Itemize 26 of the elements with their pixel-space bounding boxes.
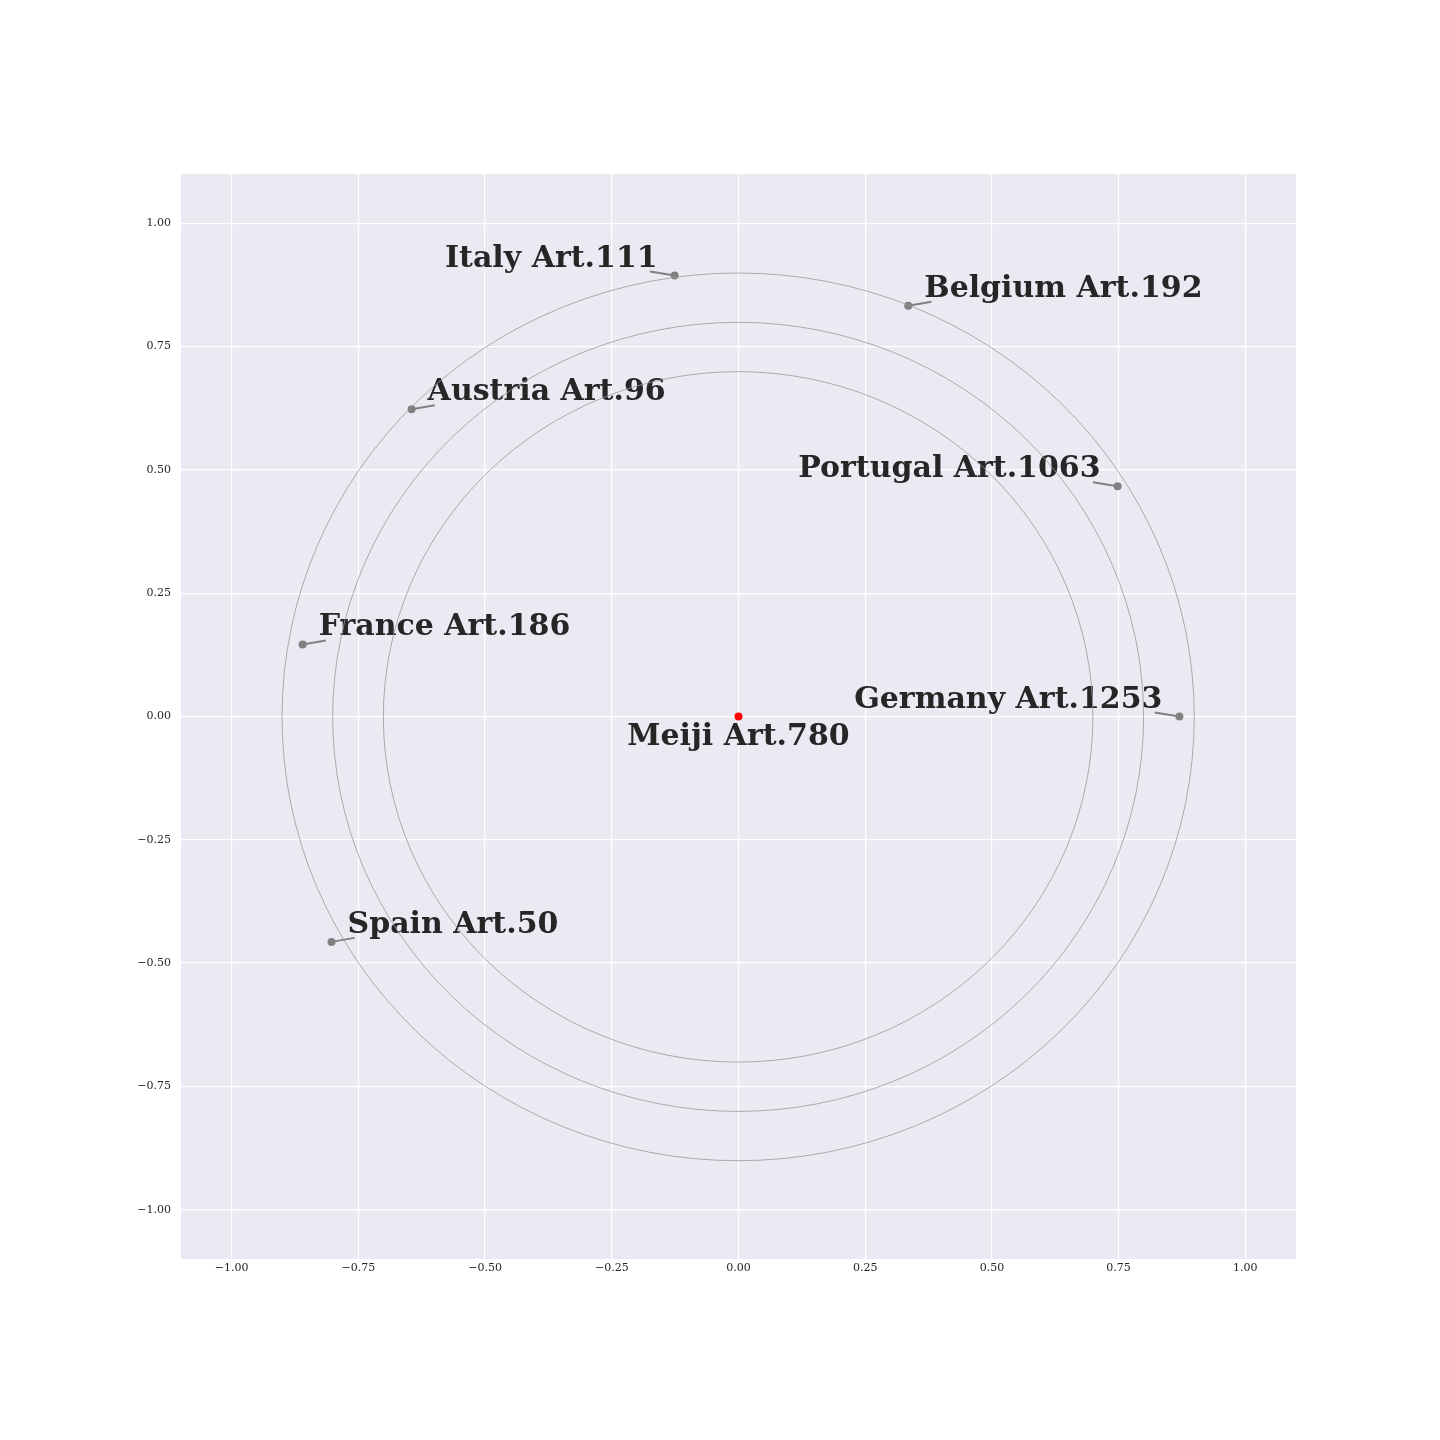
y-tick-label: 0.75: [146, 339, 171, 353]
x-tick-label: −1.00: [214, 1261, 249, 1275]
annotation: Italy Art.111: [445, 238, 658, 274]
annotation: Germany Art.1253: [854, 679, 1163, 715]
y-tick-label: −0.75: [137, 1079, 171, 1093]
y-tick-label: 1.00: [146, 216, 171, 230]
x-tick-label: −0.25: [594, 1261, 629, 1275]
x-tick-label: 1.00: [1233, 1261, 1258, 1275]
y-tick-label: −0.50: [137, 955, 171, 969]
x-tick-label: 0.25: [852, 1261, 878, 1275]
annotation: Belgium Art.192: [924, 268, 1203, 304]
annotation: France Art.186: [318, 607, 571, 643]
x-tick-label: −0.50: [468, 1261, 502, 1275]
y-tick-label: 0.00: [146, 709, 171, 723]
annotation: Spain Art.50: [347, 904, 559, 940]
y-tick-label: −1.00: [137, 1202, 171, 1216]
annotation: Portugal Art.1063: [798, 449, 1101, 485]
y-tick-label: 0.50: [146, 462, 171, 476]
x-tick-label: 0.75: [1106, 1261, 1131, 1275]
x-tick-label: 0.50: [979, 1261, 1005, 1275]
x-tick-label: −0.75: [341, 1261, 376, 1275]
x-tick-label: 0.00: [726, 1261, 751, 1275]
y-tick-label: 0.25: [146, 586, 171, 600]
y-tick-label: −0.25: [137, 832, 171, 846]
annotation: Austria Art.96: [426, 372, 666, 408]
annotation: Meiji Art.780: [627, 716, 850, 752]
